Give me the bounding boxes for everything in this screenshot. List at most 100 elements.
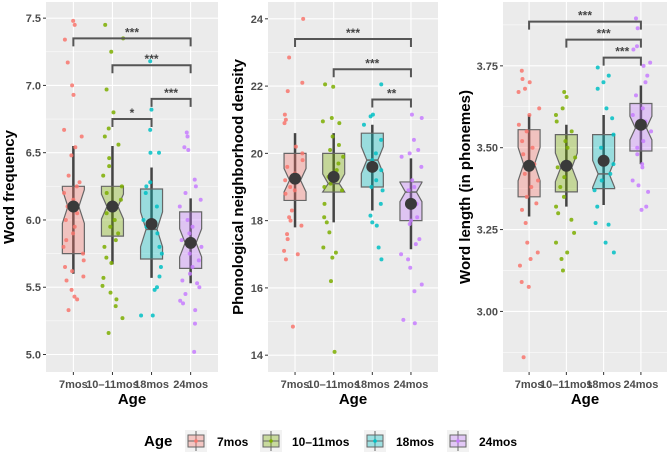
x-tick-label: 18mos: [355, 379, 390, 391]
legend-dot: [194, 439, 198, 443]
data-point: [522, 171, 527, 176]
data-point: [559, 257, 564, 262]
significance-bracket: [332, 68, 412, 78]
data-point: [573, 155, 578, 160]
significance-label: **: [387, 87, 397, 101]
data-point: [417, 237, 422, 242]
data-point: [107, 164, 112, 169]
mean-point: [366, 160, 379, 173]
data-point: [410, 178, 415, 183]
box-4: [177, 130, 204, 354]
data-point: [604, 106, 609, 111]
data-point: [413, 242, 418, 247]
data-point: [103, 22, 108, 27]
data-point: [523, 221, 528, 226]
data-point: [100, 283, 105, 288]
data-point: [412, 321, 417, 326]
data-point: [75, 211, 80, 216]
data-point: [530, 145, 535, 150]
data-point: [592, 188, 597, 193]
data-point: [401, 317, 406, 322]
data-point: [154, 204, 159, 209]
data-point: [73, 145, 78, 150]
data-point: [569, 217, 574, 222]
data-point: [195, 281, 200, 286]
legend-dot: [373, 439, 377, 443]
data-point: [645, 73, 650, 78]
mean-point: [404, 197, 417, 210]
data-point: [563, 139, 568, 144]
data-point: [554, 204, 559, 209]
data-point: [190, 265, 195, 270]
data-point: [288, 185, 293, 189]
data-point: [526, 284, 531, 289]
data-point: [641, 63, 646, 68]
data-point: [101, 275, 106, 280]
data-point: [144, 184, 149, 189]
data-point: [62, 127, 67, 132]
data-point: [520, 76, 525, 81]
data-point: [300, 158, 305, 163]
data-point: [182, 145, 187, 150]
data-point: [378, 201, 383, 206]
x-tick-label: 7mos: [281, 379, 310, 391]
data-point: [416, 148, 421, 152]
data-point: [295, 252, 300, 257]
data-point: [282, 121, 287, 126]
x-tick-label: 24mos: [394, 379, 429, 391]
data-point: [635, 26, 640, 31]
data-point: [108, 290, 113, 295]
data-point: [106, 126, 111, 131]
data-point: [599, 145, 604, 150]
data-point: [104, 211, 109, 216]
mean-point: [597, 154, 610, 167]
data-point: [192, 349, 197, 354]
data-point: [399, 252, 404, 257]
data-point: [407, 151, 412, 156]
data-point: [285, 89, 290, 94]
y-tick-label: 3.50: [477, 143, 498, 155]
data-point: [555, 165, 560, 170]
data-point: [177, 204, 182, 209]
box-1: [61, 18, 86, 313]
significance-bracket: [111, 64, 192, 74]
y-tick-label: 5.0: [26, 350, 41, 362]
significance-label: ***: [597, 27, 611, 41]
y-axis-title: Phonological neighborhood density: [230, 58, 247, 314]
significance-label: ***: [164, 86, 178, 100]
data-point: [64, 278, 69, 283]
data-point: [71, 92, 76, 97]
data-point: [186, 148, 191, 152]
data-point: [601, 80, 606, 85]
data-point: [148, 59, 153, 64]
legend: Age 7mos 10–11mos 18mos 24mos: [144, 430, 517, 452]
data-point: [630, 112, 635, 117]
data-point: [114, 297, 119, 302]
data-point: [611, 250, 616, 255]
data-point: [327, 230, 332, 235]
data-point: [155, 231, 160, 236]
data-point: [143, 191, 148, 196]
data-point: [69, 153, 74, 158]
box-4: [629, 16, 654, 212]
data-point: [572, 230, 577, 235]
data-point: [407, 222, 412, 226]
data-point: [108, 224, 113, 229]
data-point: [75, 297, 80, 302]
mean-point: [289, 172, 302, 185]
data-point: [554, 119, 559, 124]
data-point: [106, 330, 111, 335]
data-point: [193, 184, 198, 189]
data-point: [333, 250, 338, 255]
data-point: [192, 321, 197, 326]
data-point: [199, 244, 204, 249]
data-point: [290, 324, 295, 329]
data-point: [181, 301, 186, 306]
data-point: [113, 238, 118, 243]
data-point: [328, 148, 333, 152]
y-axis-title: Word frequency: [1, 129, 18, 244]
data-point: [193, 308, 198, 313]
data-point: [120, 316, 125, 321]
